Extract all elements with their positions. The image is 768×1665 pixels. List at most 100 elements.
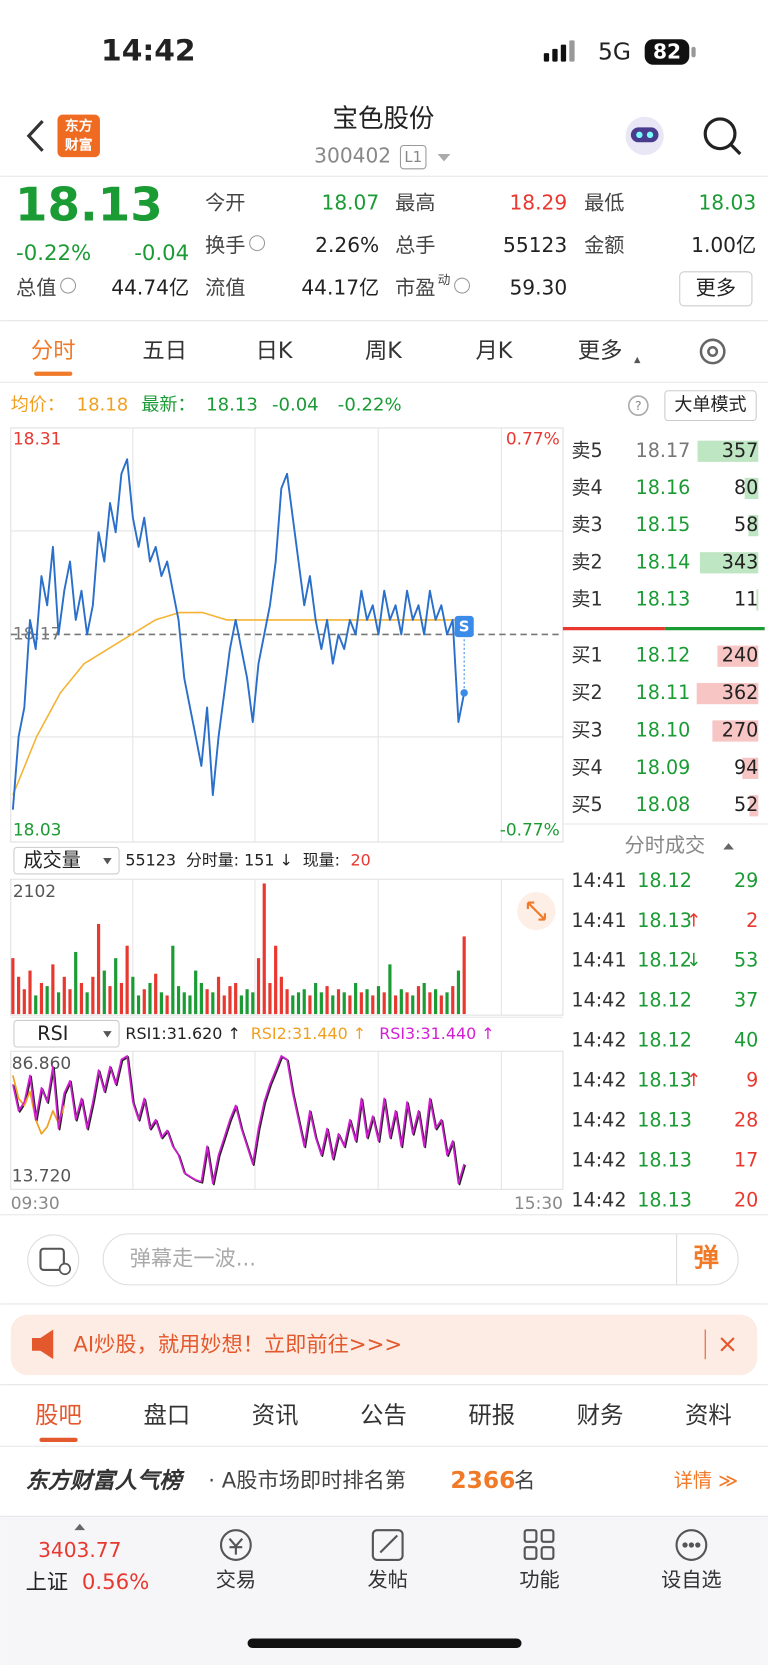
back-button[interactable]: [26, 119, 44, 152]
stock-code: 300402: [314, 144, 391, 168]
volume-bar: [114, 958, 118, 1015]
trade-icon[interactable]: [219, 1529, 252, 1561]
close-button[interactable]: [720, 1337, 735, 1352]
rsi-tick-label: 13.720: [12, 1167, 71, 1187]
index-name: 上证: [26, 1570, 68, 1595]
volume-bar: [256, 958, 261, 1015]
rsi-selector-text: RSI: [37, 1022, 68, 1045]
comment-icon[interactable]: [27, 1234, 80, 1287]
stat-value: 18.07: [322, 190, 380, 214]
last-point: [460, 689, 468, 697]
book-price: 18.13: [636, 587, 691, 610]
chart-tab[interactable]: 月K: [475, 338, 513, 364]
volume-bar: [194, 970, 198, 1015]
nav-label[interactable]: 功能: [519, 1568, 559, 1592]
function-icon[interactable]: [523, 1529, 555, 1560]
volume-bar: [314, 983, 318, 1015]
latest-label: 最新：: [141, 395, 195, 416]
volume-bar: [342, 992, 346, 1015]
help-icon-glyph: ?: [635, 399, 642, 414]
last-price: 18.13: [15, 179, 163, 233]
book-volume: 11: [734, 587, 758, 610]
section-tab[interactable]: 财务: [577, 1401, 624, 1429]
volume-bar: [22, 989, 26, 1015]
volume-bar: [45, 986, 49, 1015]
book-price: 18.17: [636, 439, 691, 462]
trade-price: 18.13: [637, 1148, 692, 1171]
book-volume: 362: [722, 681, 758, 704]
stats: 今开 18.07 最高 18.29 最低 18.03 换手 2.26% 总手 55123 金额 1.0…: [16, 190, 756, 299]
ad-banner[interactable]: [10, 1314, 758, 1376]
signal-marker-text: S: [459, 618, 470, 636]
volume-bar: [216, 976, 221, 1015]
section-tab[interactable]: 资讯: [252, 1401, 299, 1429]
current-volume-label: 现量:: [303, 851, 340, 870]
rsi-selector[interactable]: [13, 1019, 120, 1048]
trade-price: 18.13: [637, 909, 692, 932]
comment-input[interactable]: [102, 1233, 739, 1286]
pct-tick-label: -0.77%: [500, 820, 560, 840]
book-price: 18.12: [636, 644, 691, 667]
search-icon[interactable]: [703, 117, 742, 156]
stat-value: 2.26%: [315, 233, 379, 257]
y-tick-label: 18.03: [13, 820, 62, 840]
watchlist-icon[interactable]: [675, 1529, 708, 1561]
volume-bar: [96, 923, 101, 1015]
volume-bar: [411, 995, 415, 1015]
nav-label[interactable]: 发帖: [368, 1568, 408, 1592]
mode-button[interactable]: [664, 390, 757, 422]
logo-text: 东方: [65, 117, 93, 134]
volume-bar: [56, 992, 61, 1015]
trade-price: 18.13: [637, 1068, 692, 1091]
section-tab[interactable]: 盘口: [143, 1401, 190, 1429]
ranking-link[interactable]: 详情 ≫: [674, 1469, 738, 1492]
book-price: 18.09: [636, 756, 691, 779]
section-tab[interactable]: 研报: [468, 1401, 515, 1429]
book-label: 卖2: [571, 550, 602, 573]
book-label: 买4: [571, 756, 602, 779]
latest-change-pct: -0.22%: [338, 395, 402, 416]
volume-bar: [394, 995, 398, 1015]
section-tab[interactable]: 股吧: [35, 1401, 82, 1429]
level-badge[interactable]: [399, 144, 427, 170]
volume-bar: [291, 995, 295, 1015]
home-indicator: [247, 1638, 522, 1649]
book-volume: 58: [734, 513, 758, 536]
stat-label: 金额: [584, 233, 624, 257]
stat-value: 18.03: [698, 190, 756, 214]
chart-tab[interactable]: 五日: [142, 338, 187, 364]
help-icon[interactable]: [627, 395, 649, 416]
section-tab[interactable]: 资料: [685, 1401, 732, 1429]
nav-label[interactable]: 交易: [216, 1568, 256, 1592]
chart-tab[interactable]: 周K: [365, 338, 403, 364]
expand-icon[interactable]: [517, 891, 556, 931]
settings-icon[interactable]: [699, 338, 726, 365]
volume-bar: [28, 970, 32, 1015]
danmaku-button[interactable]: 弹: [694, 1243, 719, 1273]
more-button[interactable]: [679, 271, 753, 307]
rsi-legend: RSI1:31.620 ↑: [125, 1024, 240, 1043]
section-tab[interactable]: 公告: [360, 1401, 407, 1429]
volume-bar: [274, 945, 278, 1015]
volume-bar: [285, 989, 289, 1015]
chart-tab[interactable]: 日K: [256, 338, 294, 364]
book-label: 买3: [571, 718, 602, 741]
stat-label: 流值: [205, 275, 245, 299]
avg-line: [12, 611, 465, 796]
assistant-icon[interactable]: [625, 116, 664, 156]
dropdown-arrow: [103, 1031, 112, 1038]
logo[interactable]: [57, 114, 100, 158]
book-volume: 357: [722, 439, 758, 462]
post-icon[interactable]: [371, 1529, 404, 1561]
volume-selector-text: 成交量: [23, 849, 80, 872]
volume-bar: [445, 992, 449, 1015]
volume-bar: [211, 992, 215, 1015]
volume-bar: [79, 983, 84, 1015]
nav-label[interactable]: 设自选: [661, 1568, 721, 1592]
chart-tab[interactable]: 更多: [578, 338, 623, 364]
trade-arrow: ↑: [686, 910, 701, 931]
volume-selector[interactable]: [13, 846, 120, 875]
index-value[interactable]: 3403.77: [38, 1538, 121, 1562]
stat-label: 市盈: [395, 275, 435, 299]
chart-tab[interactable]: 分时: [31, 338, 76, 364]
